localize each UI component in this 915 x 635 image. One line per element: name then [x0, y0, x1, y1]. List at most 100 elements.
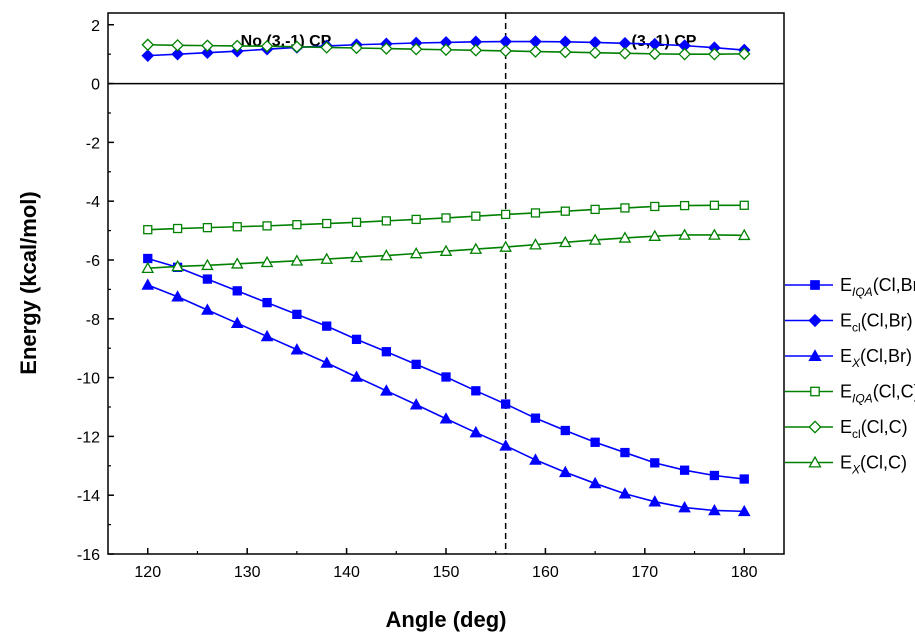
y-tick-label: 0: [91, 77, 100, 94]
data-point: [558, 45, 572, 59]
data-point: [620, 203, 630, 213]
data-point: [560, 425, 570, 436]
data-point: [292, 309, 302, 320]
data-point: [678, 228, 691, 240]
data-point: [709, 200, 720, 210]
legend-label: EIQA(Cl,C): [840, 382, 915, 406]
data-point: [171, 290, 184, 302]
data-point: [590, 204, 600, 215]
data-point: [380, 249, 393, 261]
data-point: [201, 258, 214, 271]
data-point: [201, 46, 214, 60]
data-point: [441, 213, 451, 223]
y-tick-label: -14: [77, 488, 100, 505]
series-4: [141, 38, 751, 61]
data-point: [500, 209, 511, 220]
data-point: [262, 221, 272, 231]
data-point: [172, 223, 183, 234]
y-tick-label: -4: [86, 194, 100, 211]
legend-entry: Ecl(Cl,Br): [785, 311, 913, 335]
series-3: [143, 200, 749, 235]
data-point: [381, 216, 392, 226]
data-point: [290, 343, 304, 355]
x-tick-label: 170: [631, 564, 658, 581]
legend-entry: EX(Cl,Br): [785, 346, 912, 370]
data-point: [230, 257, 244, 269]
data-point: [409, 246, 423, 259]
legend-label: Ecl(Cl,C): [840, 417, 908, 441]
data-point: [530, 413, 541, 423]
data-point: [292, 220, 302, 230]
legend-marker: [808, 349, 822, 362]
data-point: [650, 458, 660, 468]
data-point: [439, 244, 453, 256]
data-point: [141, 49, 155, 62]
data-point: [141, 261, 155, 274]
legend-entry: Ecl(Cl,C): [785, 417, 908, 441]
data-point: [350, 250, 363, 263]
data-point: [648, 495, 662, 507]
data-point: [499, 240, 512, 252]
data-point: [529, 45, 542, 58]
data-point: [322, 321, 332, 331]
data-point: [202, 274, 213, 284]
data-point: [499, 439, 512, 451]
legend-marker: [810, 386, 820, 397]
data-point: [141, 38, 155, 52]
data-point: [320, 356, 334, 368]
data-point: [380, 384, 393, 396]
data-point: [320, 41, 334, 54]
y-axis-title: Energy (kcal/mol): [16, 191, 41, 374]
data-point: [471, 211, 481, 221]
data-point: [260, 39, 274, 53]
data-point: [618, 231, 632, 243]
data-point: [171, 47, 184, 61]
data-point: [350, 370, 363, 382]
series-5: [141, 228, 751, 274]
data-point: [351, 334, 362, 345]
y-tick-label: -16: [77, 547, 100, 564]
data-point: [202, 222, 213, 233]
data-point: [529, 453, 542, 465]
y-tick-label: 2: [91, 18, 100, 35]
data-point: [201, 39, 214, 52]
data-point: [351, 217, 362, 227]
data-point: [230, 39, 244, 53]
data-point: [232, 286, 242, 296]
x-axis-title: Angle (deg): [386, 607, 507, 632]
data-point: [260, 329, 274, 342]
data-point: [737, 47, 751, 61]
data-point: [143, 253, 153, 264]
legend-marker: [810, 280, 820, 290]
data-point: [648, 229, 662, 241]
data-point: [290, 254, 304, 266]
data-point: [529, 238, 542, 250]
data-point: [558, 465, 572, 478]
data-point: [141, 278, 155, 290]
legend-label: EX(Cl,C): [840, 453, 907, 477]
legend-marker: [808, 420, 822, 434]
y-tick-label: -8: [86, 312, 100, 329]
data-point: [320, 252, 334, 264]
series-0: [143, 253, 749, 484]
data-point: [679, 200, 690, 211]
data-point: [380, 42, 393, 55]
data-point: [618, 46, 632, 60]
data-point: [171, 259, 184, 272]
data-point: [232, 222, 242, 232]
data-point: [737, 504, 751, 517]
data-point: [709, 470, 720, 481]
legend-entry: EIQA(Cl,Br): [785, 275, 915, 299]
legend-entry: EIQA(Cl,C): [785, 382, 915, 406]
data-point: [590, 437, 600, 447]
data-point: [411, 359, 421, 370]
data-point: [381, 347, 392, 357]
data-point: [469, 44, 483, 57]
data-point: [530, 208, 541, 218]
data-point: [739, 474, 749, 484]
x-tick-label: 150: [433, 564, 460, 581]
data-point: [739, 200, 749, 210]
series-2: [141, 278, 751, 517]
data-point: [411, 214, 421, 225]
